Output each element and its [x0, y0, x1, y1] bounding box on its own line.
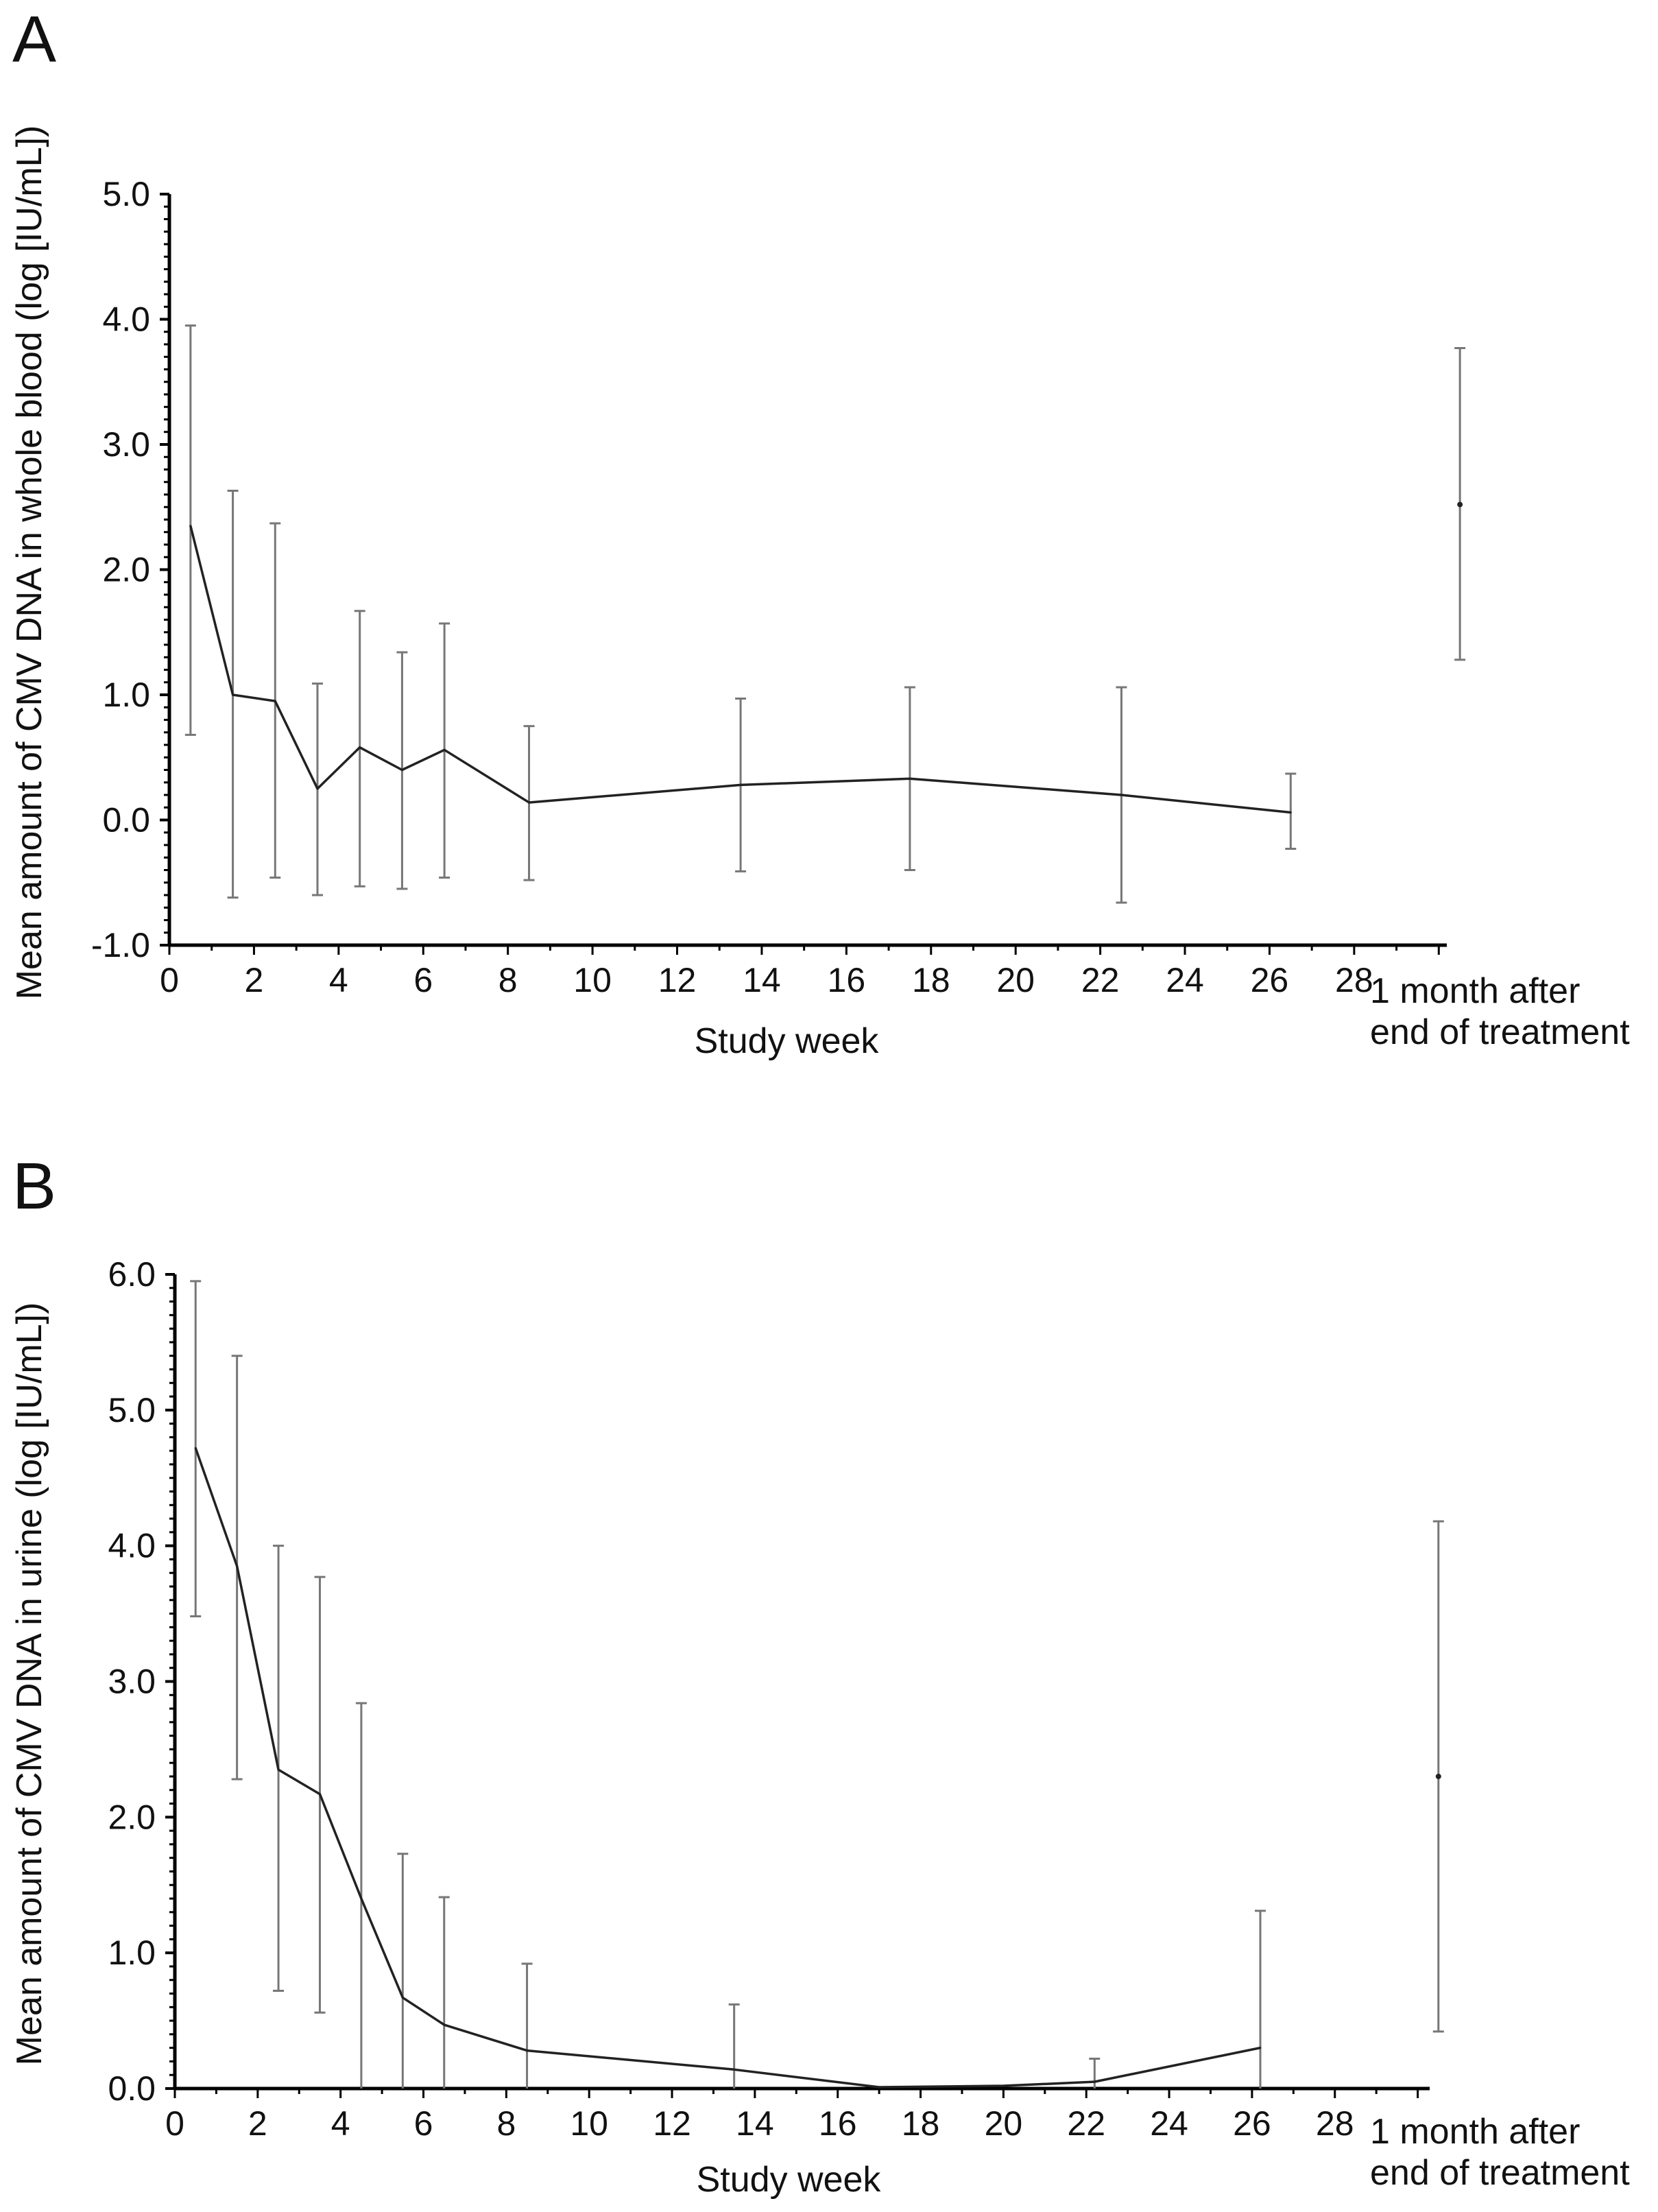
panel-b-x-axis-title: Study week — [697, 2160, 882, 2200]
panel-a-y-tick-label: 4.0 — [102, 300, 150, 339]
panel-a-y-axis-title: Mean amount of CMV DNA in whole blood (l… — [10, 126, 49, 1000]
panel-a-data-point — [189, 525, 192, 527]
panel-b-x-tick-label: 24 — [1150, 2104, 1188, 2143]
panel-a-data-point — [400, 769, 403, 771]
panel-a-data-point — [274, 700, 276, 702]
panel-a-x-tick-label: 8 — [498, 961, 518, 999]
panel-b-post-treatment-point — [1435, 1773, 1441, 1779]
panel-a-x-tick-label: 22 — [1081, 961, 1120, 999]
panel-b-x-tick-label: 20 — [985, 2104, 1023, 2143]
panel-b-data-point — [194, 1447, 197, 1449]
panel-a-y-tick-label: 3.0 — [102, 425, 150, 464]
panel-a-y-tick-label: 5.0 — [102, 175, 150, 213]
panel-a-post-label-line1: 1 month after — [1370, 971, 1580, 1011]
panel-a-data-point — [739, 783, 742, 786]
panel-b-data-point — [526, 2049, 529, 2052]
panel-b: B 0.01.02.03.04.05.06.00 2 4 6 8 10 12 14 16 18 20… — [10, 1150, 1630, 2200]
panel-a: A -1.00.01.02.03.04.05.00 2 4 6 8 10 12 14 16 18 2… — [10, 3, 1630, 1061]
panel-b-y-tick-label: 4.0 — [108, 1527, 156, 1565]
panel-a-x-tick-label: 20 — [996, 961, 1035, 999]
panel-b-post-label-line1: 1 month after — [1370, 2112, 1580, 2152]
panel-b-data-point — [878, 2086, 880, 2089]
panel-b-y-tick-label: 0.0 — [108, 2069, 156, 2108]
panel-a-data-point — [909, 777, 911, 780]
panel-a-x-tick-label: 18 — [912, 961, 950, 999]
panel-b-error-bar — [728, 2003, 740, 2089]
panel-a-post-label-line2: end of treatment — [1370, 1012, 1630, 1052]
panel-b-mean-line — [194, 1447, 1261, 2089]
panel-a-x-axis-title: Study week — [695, 1021, 880, 1061]
panel-b-data-point — [360, 1897, 363, 1900]
panel-b-error-bar — [521, 1962, 533, 2089]
panel-a-x-tick-label: 26 — [1251, 961, 1289, 999]
panel-b-letter: B — [12, 1150, 56, 1223]
panel-b-x-tick-label: 26 — [1233, 2104, 1271, 2143]
panel-a-data-point — [359, 746, 361, 749]
panel-b-data-point — [401, 1996, 404, 1999]
panel-b-y-tick-label: 1.0 — [108, 1934, 156, 1972]
panel-a-letter: A — [12, 3, 56, 76]
panel-b-x-tick-label: 16 — [819, 2104, 857, 2143]
panel-a-y-tick-label: 0.0 — [102, 801, 150, 840]
panel-b-y-tick-label: 5.0 — [108, 1391, 156, 1429]
panel-a-y-tick-label: 2.0 — [102, 551, 150, 589]
panel-a-x-tick-label: 6 — [413, 961, 433, 999]
panel-b-x-tick-label: 4 — [331, 2104, 350, 2143]
panel-a-x-tick-label: 14 — [743, 961, 781, 999]
panel-b-y-tick-label: 2.0 — [108, 1798, 156, 1836]
panel-a-data-point — [443, 748, 446, 751]
panel-a-data-point — [1289, 811, 1292, 814]
panel-b-data-point — [318, 1793, 321, 1796]
panel-a-y-tick-label: -1.0 — [91, 926, 150, 964]
panel-b-x-tick-label: 14 — [736, 2104, 774, 2143]
panel-a-data-point — [528, 801, 531, 804]
panel-b-x-tick-label: 12 — [653, 2104, 691, 2143]
panel-b-y-axis-title: Mean amount of CMV DNA in urine (log [IU… — [10, 1303, 49, 2066]
panel-a-mean-line — [189, 525, 1291, 814]
panel-a-y-tick-label: 1.0 — [102, 676, 150, 714]
panel-b-y-tick-label: 6.0 — [108, 1255, 156, 1294]
panel-b-post-label-line2: end of treatment — [1370, 2153, 1630, 2193]
panel-b-error-bar — [397, 1853, 409, 2089]
panel-b-x-tick-label: 8 — [496, 2104, 516, 2143]
panel-a-x-tick-label: 12 — [658, 961, 697, 999]
panel-b-error-bar — [1254, 1910, 1266, 2089]
panel-a-data-point — [316, 787, 319, 790]
panel-a-post-treatment-point — [1457, 501, 1463, 508]
panel-b-x-tick-label: 0 — [165, 2104, 184, 2143]
panel-b-data-point — [733, 2068, 736, 2071]
panel-a-x-tick-label: 28 — [1335, 961, 1373, 999]
panel-a-data-point — [1120, 794, 1122, 796]
panel-b-error-bar — [438, 1896, 450, 2089]
panel-b-data-point — [1259, 2047, 1262, 2049]
panel-a-x-tick-label: 2 — [245, 961, 264, 999]
panel-a-x-tick-label: 10 — [573, 961, 612, 999]
panel-a-x-tick-label: 16 — [828, 961, 866, 999]
panel-a-x-tick-label: 24 — [1166, 961, 1204, 999]
panel-b-x-tick-label: 2 — [248, 2104, 267, 2143]
panel-b-y-tick-label: 3.0 — [108, 1663, 156, 1701]
panel-b-data-point — [277, 1768, 280, 1771]
panel-b-x-tick-label: 18 — [902, 2104, 940, 2143]
panel-a-x-tick-label: 0 — [160, 961, 179, 999]
panel-a-data-point — [232, 693, 235, 696]
panel-b-data-point — [443, 2023, 446, 2026]
panel-b-data-point — [1002, 2084, 1005, 2087]
panel-a-x-tick-label: 4 — [329, 961, 348, 999]
panel-b-data-point — [236, 1565, 239, 1567]
panel-a-error-bar — [1285, 772, 1297, 850]
panel-b-error-bar — [1089, 2057, 1101, 2089]
panel-b-x-tick-label: 6 — [414, 2104, 433, 2143]
panel-b-x-tick-label: 10 — [570, 2104, 608, 2143]
panel-b-x-tick-label: 22 — [1067, 2104, 1105, 2143]
panel-b-data-point — [1093, 2080, 1096, 2083]
panel-b-x-tick-label: 28 — [1316, 2104, 1354, 2143]
